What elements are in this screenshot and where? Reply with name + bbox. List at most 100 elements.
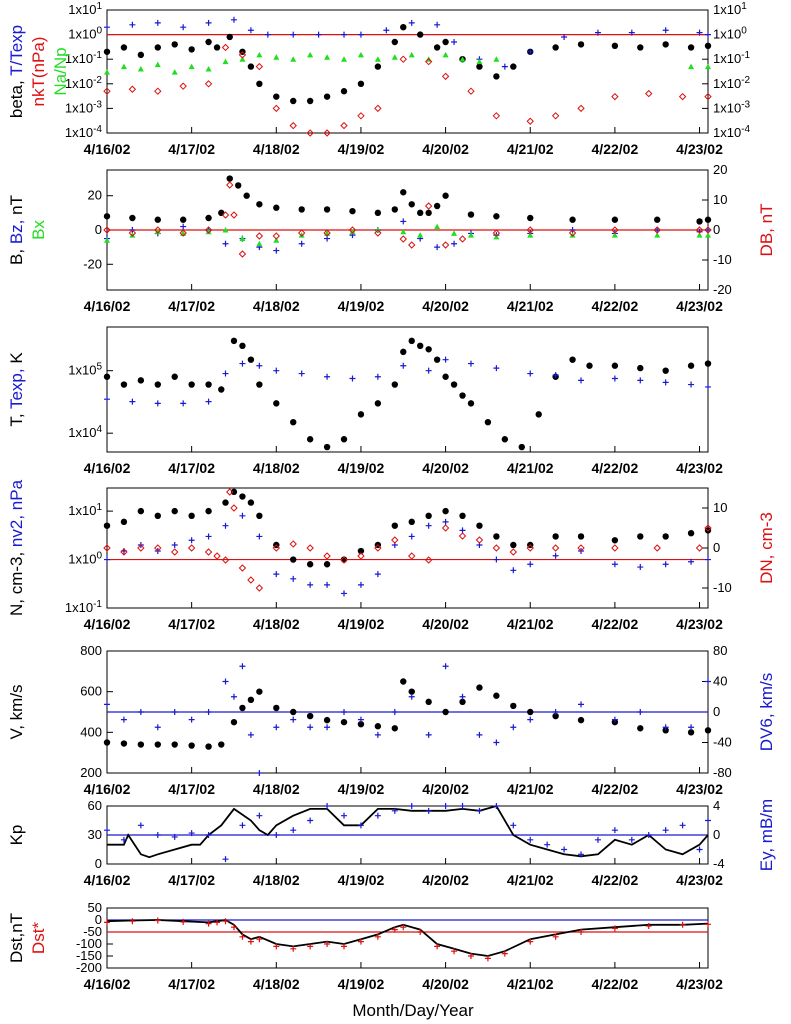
- data-point: [239, 933, 246, 940]
- data-point: [637, 725, 644, 732]
- data-point: [256, 381, 263, 388]
- x-tick-label: 4/16/02: [84, 616, 131, 632]
- data-point: [104, 701, 110, 708]
- data-point: [493, 365, 500, 372]
- y-axis-title-part: Bx: [29, 220, 48, 240]
- data-point: [349, 228, 356, 235]
- data-point: [611, 42, 619, 50]
- series-black: [103, 23, 712, 105]
- data-point: [341, 590, 348, 597]
- data-point: [205, 65, 212, 72]
- right-tick-label: 1x10-4: [713, 124, 751, 140]
- x-tick-label: 4/23/02: [676, 460, 723, 476]
- data-point: [306, 712, 314, 720]
- data-point: [696, 846, 703, 853]
- data-point: [628, 29, 635, 36]
- y-axis-title-part: Kp: [7, 825, 26, 846]
- data-point: [256, 533, 263, 540]
- data-point: [551, 112, 560, 120]
- data-point: [290, 716, 297, 723]
- data-point: [213, 552, 221, 560]
- series-red: [103, 43, 712, 137]
- data-point: [179, 216, 187, 223]
- data-point: [527, 48, 534, 55]
- y-tick-label: 0: [95, 912, 102, 927]
- data-point: [654, 227, 661, 233]
- x-tick-label: 4/18/02: [253, 781, 300, 797]
- data-point: [205, 709, 212, 715]
- data-point: [323, 93, 331, 100]
- right-tick-label: 1x10-2: [713, 75, 751, 91]
- data-point: [561, 846, 568, 853]
- data-point: [704, 216, 712, 223]
- data-point: [442, 356, 449, 363]
- data-point: [272, 232, 281, 240]
- data-point: [230, 693, 237, 700]
- data-point: [272, 544, 281, 552]
- data-point: [256, 201, 263, 208]
- data-point: [374, 209, 382, 217]
- data-point: [205, 214, 212, 222]
- data-point: [357, 938, 364, 945]
- series-red: [104, 917, 711, 962]
- data-point: [222, 58, 229, 65]
- x-tick-label: 4/20/02: [422, 141, 469, 157]
- y-axis-title: nkT(nPa): [29, 37, 48, 107]
- data-point: [611, 925, 618, 932]
- data-point: [357, 716, 364, 723]
- data-point: [400, 348, 407, 356]
- data-point: [273, 247, 280, 254]
- y-tick-label: 0: [95, 856, 102, 871]
- data-point: [273, 204, 280, 211]
- data-point: [493, 213, 500, 220]
- data-point: [442, 373, 449, 380]
- data-point: [221, 43, 230, 52]
- data-point: [527, 708, 534, 716]
- data-point: [239, 360, 246, 367]
- y-tick-label: 800: [80, 643, 102, 658]
- data-point: [442, 708, 449, 716]
- data-point: [637, 533, 644, 540]
- data-point: [154, 61, 161, 68]
- data-point: [154, 228, 161, 235]
- data-point: [679, 921, 686, 928]
- data-point: [705, 227, 711, 233]
- x-tick-label: 4/19/02: [338, 872, 385, 888]
- data-point: [290, 56, 297, 62]
- data-point: [171, 507, 178, 515]
- x-tick-label: 4/20/02: [422, 781, 469, 797]
- right-tick-label: -10: [713, 580, 732, 595]
- data-point: [340, 718, 348, 726]
- data-point: [188, 537, 195, 544]
- right-tick-label: 10: [713, 500, 727, 515]
- y-tick-label: 1x101: [68, 1, 102, 17]
- data-point: [188, 830, 195, 837]
- data-point: [247, 63, 255, 70]
- data-point: [256, 936, 263, 943]
- data-point: [221, 556, 230, 564]
- data-point: [425, 698, 432, 706]
- data-point: [662, 827, 669, 834]
- data-point: [120, 836, 127, 843]
- data-point: [654, 232, 661, 238]
- data-point: [552, 712, 559, 720]
- y-tick-label: 1x101: [68, 502, 102, 518]
- data-point: [696, 218, 703, 225]
- data-point: [341, 709, 348, 715]
- right-tick-label: 80: [713, 643, 727, 658]
- data-point: [255, 62, 264, 71]
- data-point: [307, 817, 314, 824]
- y-axis-title: B, Bz, nT: [7, 195, 26, 265]
- data-point: [704, 524, 712, 532]
- data-point: [154, 724, 161, 731]
- data-point: [222, 499, 229, 506]
- x-tick-label: 4/17/02: [168, 872, 215, 888]
- x-tick-label: 4/18/02: [253, 141, 300, 157]
- data-point: [577, 533, 585, 540]
- data-point: [154, 512, 161, 520]
- data-point: [307, 943, 314, 950]
- y-tick-label: 1x10-3: [65, 99, 103, 115]
- x-tick-label: 4/19/02: [338, 141, 385, 157]
- data-point: [476, 731, 483, 738]
